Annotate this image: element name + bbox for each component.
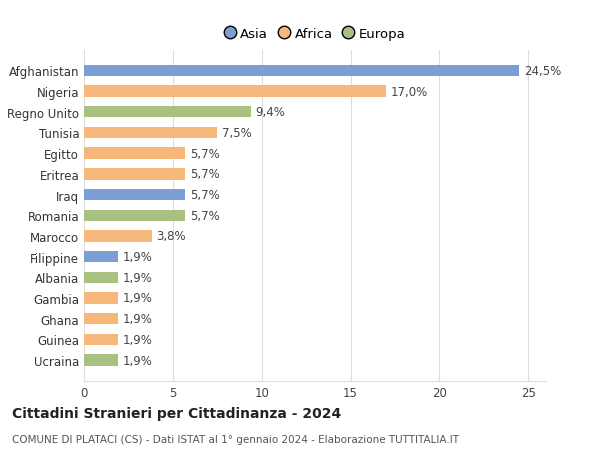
Text: 3,8%: 3,8% [156, 230, 185, 243]
Legend: Asia, Africa, Europa: Asia, Africa, Europa [220, 24, 410, 45]
Text: 1,9%: 1,9% [122, 354, 152, 367]
Text: 5,7%: 5,7% [190, 168, 220, 181]
Bar [84, 107, 251, 118]
Text: 1,9%: 1,9% [122, 333, 152, 346]
Text: Cittadini Stranieri per Cittadinanza - 2024: Cittadini Stranieri per Cittadinanza - 2… [12, 406, 341, 420]
Text: 5,7%: 5,7% [190, 209, 220, 222]
Bar [84, 148, 185, 159]
Bar [84, 334, 118, 345]
Text: 1,9%: 1,9% [122, 313, 152, 325]
Bar [84, 272, 118, 283]
Bar [84, 86, 386, 97]
Text: 5,7%: 5,7% [190, 147, 220, 160]
Bar [84, 231, 152, 242]
Bar [84, 66, 520, 77]
Bar [84, 128, 217, 139]
Text: 1,9%: 1,9% [122, 292, 152, 305]
Bar [84, 169, 185, 180]
Text: 1,9%: 1,9% [122, 271, 152, 284]
Text: 24,5%: 24,5% [524, 65, 561, 78]
Text: 17,0%: 17,0% [391, 85, 428, 98]
Bar [84, 252, 118, 263]
Text: 9,4%: 9,4% [256, 106, 286, 119]
Bar [84, 210, 185, 221]
Text: 7,5%: 7,5% [222, 127, 251, 140]
Bar [84, 190, 185, 201]
Text: COMUNE DI PLATACI (CS) - Dati ISTAT al 1° gennaio 2024 - Elaborazione TUTTITALIA: COMUNE DI PLATACI (CS) - Dati ISTAT al 1… [12, 434, 459, 444]
Text: 5,7%: 5,7% [190, 189, 220, 202]
Bar [84, 293, 118, 304]
Bar [84, 355, 118, 366]
Bar [84, 313, 118, 325]
Text: 1,9%: 1,9% [122, 251, 152, 263]
